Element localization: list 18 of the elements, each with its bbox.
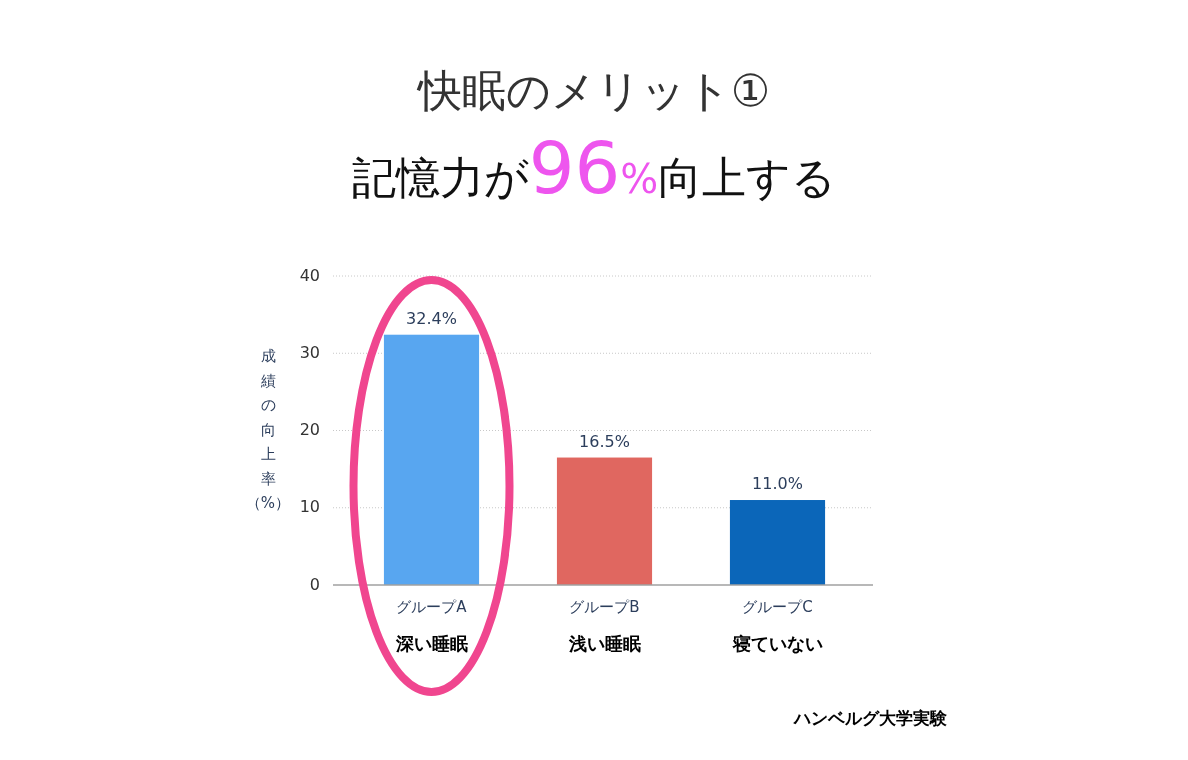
y-tick-label: 20 — [299, 420, 320, 439]
data-label: 11.0% — [752, 474, 803, 494]
bar — [729, 500, 826, 585]
bar — [383, 334, 480, 585]
chart-subtitle: 記憶力が96%向上する — [351, 126, 837, 210]
x-tick-label: グループB 浅い睡眠 — [567, 598, 641, 654]
data-label: 32.4% — [406, 308, 457, 328]
x-tick-label: グループA 深い睡眠 — [394, 598, 468, 654]
y-tick-label: 40 — [299, 265, 320, 285]
bar — [556, 457, 653, 585]
data-label: 16.5% — [579, 431, 630, 451]
text: ハンベルグ大学実験 — [791, 708, 948, 728]
chart-title: 快眠のメリット① — [415, 65, 771, 116]
y-tick-label: 0 — [309, 574, 320, 594]
y-tick-label: 30 — [299, 342, 320, 362]
y-tick-label: 10 — [299, 497, 320, 517]
x-tick-label: グループC 寝ていない — [731, 598, 823, 654]
y-axis-title: 成績の向上率（%） — [245, 347, 291, 512]
